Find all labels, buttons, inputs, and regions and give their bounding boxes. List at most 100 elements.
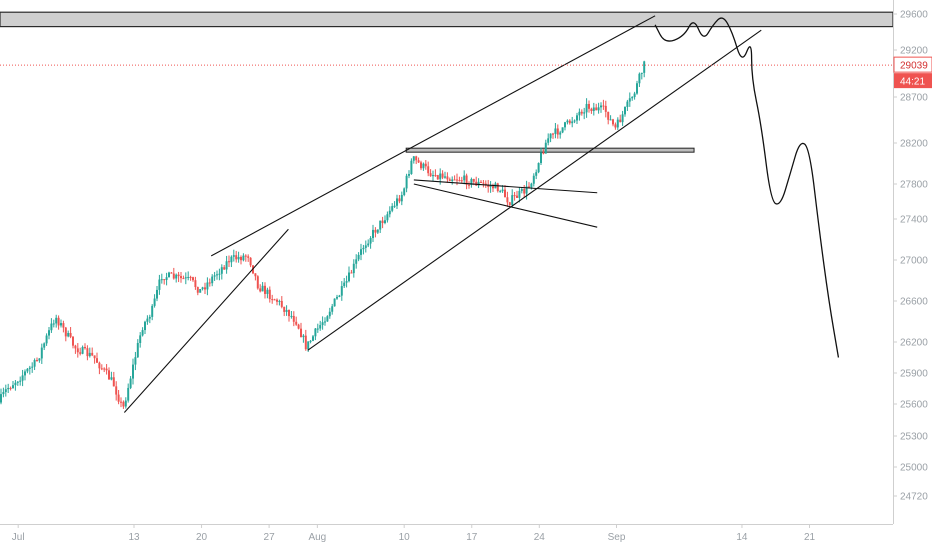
candle-body (403, 188, 406, 196)
candle-body (175, 274, 178, 279)
candle-body (88, 352, 91, 357)
candle-body (187, 276, 190, 278)
candle-body (139, 335, 142, 343)
candle-body (96, 358, 98, 363)
time-axis[interactable]: Jul 13 20 27 Aug 10 17 24 Sep 14 21 (12, 524, 816, 543)
candle-body (352, 263, 355, 274)
trendline (413, 179, 598, 194)
candle-body (45, 335, 48, 344)
candle-body (297, 324, 300, 329)
candle-body (504, 189, 506, 198)
price-tick-label: 27800 (900, 180, 928, 191)
time-tick-label: Aug (308, 532, 326, 543)
candle-body (26, 368, 29, 372)
candle-body (283, 306, 286, 312)
countdown-label: 44:21 (900, 77, 925, 88)
candle-body (619, 119, 622, 123)
candle-body (640, 72, 643, 74)
candle-body (360, 249, 362, 255)
candle-body (319, 325, 322, 329)
candle-body (636, 83, 638, 94)
candle-body (511, 195, 514, 206)
candle-body (132, 364, 134, 379)
candle-body (254, 273, 257, 277)
candle-body (326, 316, 329, 322)
candle-body (81, 346, 84, 354)
candle-body (398, 198, 401, 202)
price-tick-label: 25000 (900, 463, 928, 474)
candle-body (76, 348, 79, 353)
candle-body (513, 195, 516, 197)
price-tick-label: 28700 (900, 93, 928, 104)
candle-body (405, 175, 408, 189)
candle-body (91, 352, 94, 356)
price-axis[interactable]: 24720 25000 25300 25600 25900 26200 26600 27000… (893, 10, 928, 503)
candle-body (259, 288, 262, 292)
candle-body (501, 189, 504, 192)
candle-body (223, 267, 226, 270)
candle-body (31, 366, 34, 368)
candle-body (316, 328, 319, 330)
candle-body (24, 371, 26, 376)
candle-body (7, 387, 10, 390)
candle-body (580, 111, 583, 114)
candle-body (427, 166, 430, 174)
candle-body (561, 127, 564, 133)
price-tick-label: 27400 (900, 215, 928, 226)
candle-body (225, 261, 228, 270)
candle-body (468, 184, 470, 186)
candle-body (33, 360, 36, 367)
candle-body (350, 272, 353, 274)
candle-body (160, 279, 163, 281)
candle-body (50, 323, 53, 331)
candle-body (28, 367, 31, 369)
candle-body (396, 198, 398, 206)
candle-body (55, 317, 58, 324)
price-tick-label: 25900 (900, 369, 928, 380)
candle-body (446, 176, 449, 180)
candle-body (43, 343, 46, 348)
candle-body (609, 119, 612, 121)
time-tick-label: 21 (804, 532, 816, 543)
candle-body (508, 202, 511, 206)
candle-body (201, 287, 204, 290)
candle-body (86, 348, 89, 357)
candle-body (340, 286, 343, 296)
candle-body (566, 120, 569, 123)
candle-body (592, 107, 595, 112)
time-tick-label: 20 (196, 532, 208, 543)
candle-body (528, 186, 530, 188)
candle-body (14, 382, 17, 386)
candle-body (98, 362, 101, 369)
candle-body (158, 279, 161, 290)
candle-body (189, 276, 192, 278)
candle-body (108, 370, 110, 380)
candle-body (532, 175, 535, 184)
price-tick-label: 28200 (900, 139, 928, 150)
horizontal-levels-layer (405, 147, 695, 153)
candle-body (309, 340, 312, 342)
candle-body (386, 214, 389, 221)
candle-body (247, 256, 250, 258)
candle-body (21, 375, 24, 381)
candle-body (19, 380, 22, 382)
candle-body (624, 106, 626, 115)
candle-body (57, 317, 60, 326)
candle-body (146, 318, 149, 322)
candle-body (523, 189, 526, 194)
candle-body (237, 256, 240, 260)
candle-body (628, 98, 631, 102)
candle-body (333, 298, 336, 307)
candle-body (420, 162, 422, 169)
price-tick-label: 26200 (900, 338, 928, 349)
candle-body (112, 377, 115, 387)
candle-body (432, 175, 434, 177)
candle-body (16, 381, 19, 383)
candle-body (52, 323, 55, 325)
candle-body (64, 327, 67, 337)
candle-body (141, 330, 144, 336)
candle-body (408, 174, 410, 176)
countdown-label-box (894, 73, 932, 89)
candle-body (434, 175, 437, 177)
time-tick-label: 13 (128, 532, 140, 543)
